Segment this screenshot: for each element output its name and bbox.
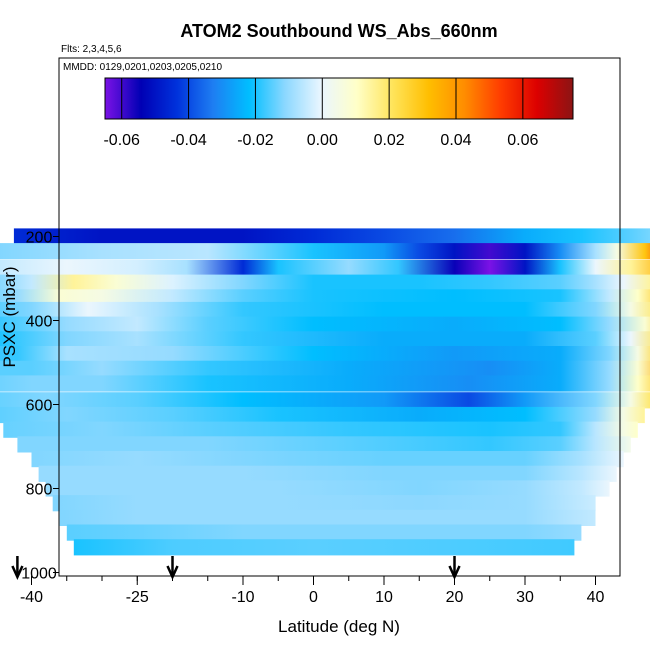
x-tick-label: 10	[375, 589, 393, 606]
colorbar-tick-label: -0.06	[103, 132, 140, 149]
heatmap-row	[59, 509, 596, 526]
plot-frame	[58, 57, 621, 577]
x-axis: -70-55-40-25-1001020304050607080	[20, 576, 605, 606]
x-tick-label: 30	[516, 589, 534, 606]
x-tick-label: 20	[446, 589, 464, 606]
x-tick-label: 40	[587, 589, 605, 606]
heatmap-row	[0, 259, 650, 277]
heatmap-row	[66, 524, 582, 541]
chart-title: ATOM2 Southbound WS_Abs_660nm	[180, 21, 497, 41]
heatmap-row	[0, 289, 650, 306]
heatmap-row	[73, 539, 575, 556]
heatmap-row	[38, 465, 617, 482]
chart-subtitle-flights: Flts: 2,3,4,5,6	[61, 44, 122, 55]
heatmap-row	[0, 301, 650, 319]
flight-arrow-head	[11, 565, 24, 581]
y-tick-label: 400	[26, 314, 53, 331]
heatmap-row	[0, 375, 650, 392]
colorbar-tick-label: 0.06	[507, 132, 538, 149]
x-tick-label: -40	[20, 589, 43, 606]
flight-arrow-head	[166, 565, 179, 581]
y-axis-label: PSXC (mbar)	[0, 266, 19, 367]
chart-subtitle-dates: MMDD: 0129,0201,0203,0205,0210	[63, 62, 222, 73]
flight-arrows	[11, 556, 461, 581]
heatmap-cells	[0, 228, 650, 556]
colorbar-tick-label: 0.04	[440, 132, 471, 149]
heatmap-row	[0, 360, 650, 377]
y-tick-label: 600	[26, 398, 53, 415]
heatmap-row	[17, 436, 631, 453]
x-axis-label: Latitude (deg N)	[278, 617, 400, 636]
heatmap-row	[0, 406, 645, 424]
colorbar-gradient	[104, 77, 574, 120]
y-tick-label: 1000	[21, 566, 57, 583]
colorbar-tick-label: 0.00	[307, 132, 338, 149]
y-axis: 200 400 600 800 1000	[21, 230, 59, 583]
heatmap-row	[45, 480, 610, 497]
heatmap-row	[31, 451, 624, 468]
heatmap-row	[0, 346, 650, 363]
flight-arrow-head	[448, 565, 461, 581]
y-tick-label: 800	[26, 482, 53, 499]
x-tick-label: -25	[126, 589, 149, 606]
x-tick-label: 0	[309, 589, 318, 606]
x-tick-label: -10	[231, 589, 254, 606]
heatmap-row	[3, 421, 638, 438]
heatmap-row	[0, 331, 650, 348]
y-tick-label: 200	[26, 230, 53, 247]
colorbar-tick-label: -0.04	[170, 132, 207, 149]
heatmap-row	[0, 392, 650, 409]
heatmap-row	[52, 495, 596, 512]
colorbar-tick-label: 0.02	[374, 132, 405, 149]
colorbar: -0.06 -0.04 -0.02 0.00 0.02 0.04 0.06	[103, 77, 574, 149]
heatmap-row	[0, 274, 650, 291]
heatmap-row	[0, 243, 650, 260]
colorbar-tick-label: -0.02	[237, 132, 274, 149]
heatmap-row	[0, 316, 650, 333]
heatmap-row	[13, 228, 650, 245]
